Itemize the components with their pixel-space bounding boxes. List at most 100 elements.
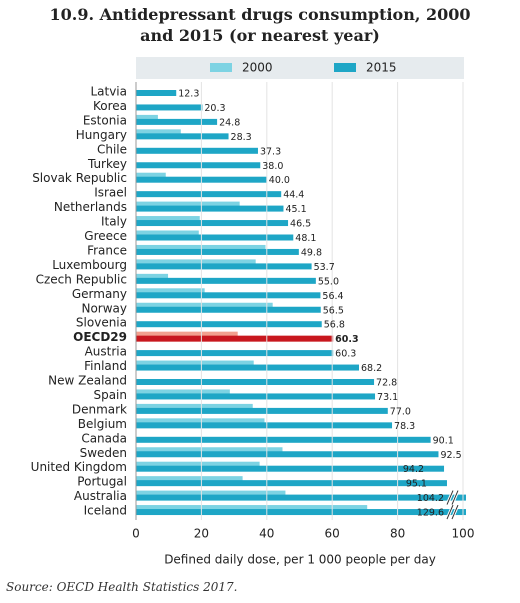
value-label: 90.1: [433, 435, 454, 446]
y-tick-label: Italy: [101, 215, 127, 229]
x-tick-label: 40: [259, 527, 274, 541]
plot: [136, 90, 466, 516]
y-tick-label: Greece: [84, 229, 127, 243]
bar-2015: [136, 436, 431, 443]
y-tick-label: Israel: [94, 186, 127, 200]
y-tick-label: Czech Republic: [36, 272, 127, 286]
value-label: 56.5: [323, 305, 344, 316]
value-label: 95.1: [406, 479, 427, 490]
y-tick-label: Denmark: [72, 402, 127, 416]
value-label: 48.1: [295, 233, 316, 244]
y-tick-label: Norway: [81, 301, 127, 315]
value-label: 60.3: [335, 349, 356, 360]
legend-label: 2015: [366, 61, 397, 75]
y-tick-label: Slovenia: [76, 316, 127, 330]
value-label: 104.2: [417, 493, 444, 504]
y-tick-label: Slovak Republic: [32, 171, 127, 185]
y-tick-label: Belgium: [78, 417, 127, 431]
bar-2015: [136, 277, 316, 284]
bar-2015: [136, 191, 282, 198]
bar-2015: [136, 422, 393, 429]
bar-2015: [136, 133, 229, 140]
bar-2015: [136, 321, 322, 328]
value-label: 53.7: [314, 262, 335, 273]
bar-2015: [136, 451, 439, 458]
bar-2015: [136, 292, 321, 299]
bar-2015: [136, 205, 284, 212]
value-label: 94.2: [403, 464, 424, 475]
value-label: 56.8: [324, 320, 345, 331]
bar-2015: [136, 220, 289, 227]
value-label: 68.2: [361, 363, 382, 374]
value-label: 49.8: [301, 247, 322, 258]
y-tick-label: Hungary: [76, 128, 127, 142]
bar-2015: [136, 494, 466, 501]
value-label: 12.3: [178, 89, 199, 100]
x-tick-label: 60: [325, 527, 340, 541]
y-tick-label: Sweden: [80, 446, 127, 460]
x-tick-label: 100: [452, 527, 475, 541]
bar-2015: [136, 465, 445, 472]
value-label: 38.0: [262, 161, 283, 172]
bar-2015: [136, 162, 261, 169]
legend-swatch: [210, 63, 232, 72]
y-tick-label: Canada: [81, 431, 127, 445]
source-note: Source: OECD Health Statistics 2017.: [6, 580, 238, 594]
bar-2015: [136, 480, 447, 487]
value-label: 73.1: [377, 392, 398, 403]
bar-2015: [136, 335, 334, 342]
y-tick-label: Turkey: [87, 157, 127, 171]
bar-2015: [136, 350, 334, 357]
y-tick-label: Spain: [93, 388, 127, 402]
bar-2015: [136, 306, 321, 313]
y-tick-label: Iceland: [84, 504, 127, 518]
bar-2015: [136, 393, 376, 400]
value-label: 45.1: [285, 204, 306, 215]
axis-break: [446, 490, 459, 505]
y-tick-label: OECD29: [73, 330, 127, 344]
bar-2015: [136, 248, 299, 255]
y-tick-label: Chile: [97, 142, 127, 156]
bar-2015: [136, 379, 375, 385]
y-tick-label: Finland: [84, 359, 127, 373]
bar-2015: [136, 407, 388, 414]
x-tick-label: 0: [132, 527, 140, 541]
x-axis-label: Defined daily dose, per 1 000 people per…: [164, 553, 436, 567]
y-tick-label: Netherlands: [54, 200, 127, 214]
y-tick-label: France: [87, 243, 127, 257]
value-label: 129.6: [417, 508, 444, 519]
value-label: 24.8: [219, 117, 240, 128]
legend-label: 2000: [242, 61, 273, 75]
value-label: 60.3: [335, 334, 358, 345]
value-label: 46.5: [290, 219, 311, 230]
legend-background: [136, 57, 464, 79]
bar-2015: [136, 364, 360, 371]
value-label: 78.3: [394, 421, 415, 432]
chart-title: 10.9. Antidepressant drugs consumption, …: [49, 5, 471, 45]
x-tick-label: 20: [194, 527, 209, 541]
value-label: 55.0: [318, 276, 339, 287]
value-label: 92.5: [440, 450, 461, 461]
value-label: 40.0: [269, 175, 290, 186]
bar-2015: [136, 263, 312, 270]
value-label: 37.3: [260, 146, 281, 157]
value-label: 56.4: [322, 291, 343, 302]
value-label: 28.3: [231, 132, 252, 143]
y-tick-label: Germany: [72, 287, 127, 301]
y-tick-label: New Zealand: [48, 374, 127, 388]
y-tick-label: Estonia: [83, 113, 127, 127]
axis-break: [446, 504, 459, 520]
x-tick-label: 80: [390, 527, 405, 541]
bar-2015: [136, 509, 466, 516]
value-label: 77.0: [390, 406, 411, 417]
y-tick-label: United Kingdom: [31, 460, 127, 474]
y-tick-label: Portugal: [77, 475, 127, 489]
y-tick-label: Australia: [74, 489, 127, 503]
legend-swatch: [334, 63, 356, 72]
value-label: 20.3: [204, 103, 225, 114]
bar-2015: [136, 104, 203, 111]
bar-2015: [136, 234, 294, 241]
bar-2015: [136, 147, 258, 154]
